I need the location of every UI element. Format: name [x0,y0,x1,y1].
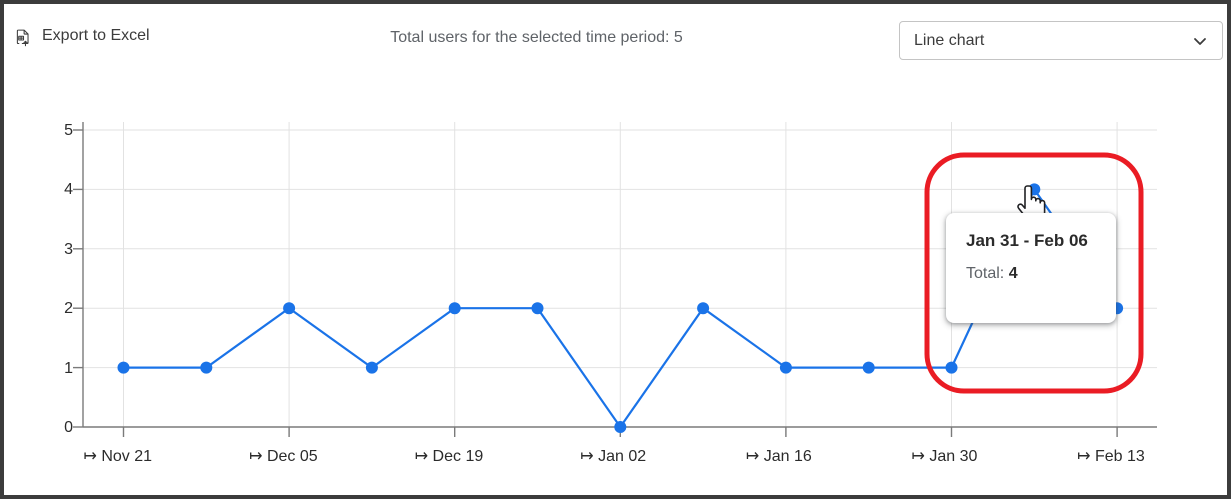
svg-text:3: 3 [64,241,73,258]
svg-text:1: 1 [64,360,73,377]
svg-text:↦ Jan 02: ↦ Jan 02 [580,448,646,465]
svg-text:↦ Dec 05: ↦ Dec 05 [249,448,318,465]
svg-text:↦ Jan 30: ↦ Jan 30 [912,448,978,465]
svg-text:4: 4 [64,181,73,198]
svg-text:↦ Nov 21: ↦ Nov 21 [84,448,153,465]
svg-text:0: 0 [64,419,73,436]
svg-text:↦ Jan 16: ↦ Jan 16 [746,448,812,465]
svg-text:2: 2 [64,300,73,317]
svg-text:5: 5 [64,122,73,139]
svg-text:↦ Feb 13: ↦ Feb 13 [1077,448,1145,465]
svg-text:↦ Dec 19: ↦ Dec 19 [415,448,484,465]
